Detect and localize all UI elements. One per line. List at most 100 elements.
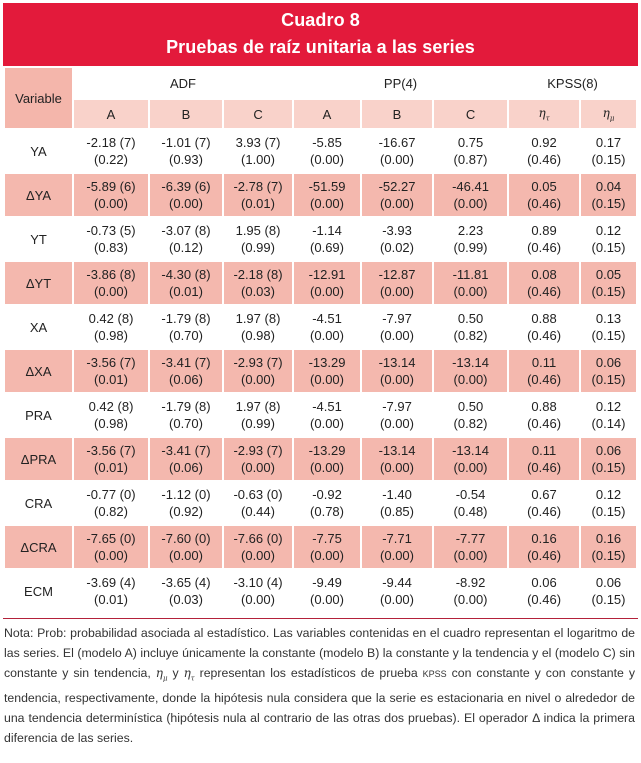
probability: (0.00) bbox=[241, 460, 275, 475]
probability: (0.99) bbox=[241, 416, 275, 431]
table-cell: 0.04 (0.15) bbox=[579, 172, 638, 218]
test-statistic: -1.79 (8) bbox=[161, 399, 211, 414]
table-cell: -4.51 (0.00) bbox=[292, 392, 363, 438]
test-statistic: 0.17 bbox=[595, 135, 622, 150]
probability: (0.00) bbox=[310, 152, 344, 167]
test-statistic: 0.16 bbox=[595, 531, 622, 546]
test-statistic: 0.75 bbox=[457, 135, 484, 150]
test-statistic: -3.07 (8) bbox=[161, 223, 211, 238]
table-row: ΔPRA -3.56 (7) (0.01) -3.41 (7) (0.06) -2.93 … bbox=[3, 436, 638, 482]
test-statistic: 0.67 bbox=[531, 487, 557, 502]
test-statistic: -3.56 (7) bbox=[86, 443, 136, 458]
probability: (0.00) bbox=[94, 196, 128, 211]
table-number: Cuadro 8 bbox=[281, 10, 360, 30]
probability: (0.00) bbox=[94, 548, 128, 563]
table-cell: 2.23 (0.99) bbox=[432, 216, 510, 262]
table-cell: 0.08 (0.46) bbox=[507, 260, 582, 306]
variable-name: ECM bbox=[3, 568, 74, 614]
test-statistic: 0.50 bbox=[457, 399, 484, 414]
note-text-1: Nota: Prob: probabilidad asociada al est… bbox=[4, 626, 635, 680]
adf-c-header: C bbox=[221, 98, 295, 130]
table-cell: 1.97 (8) (0.98) bbox=[221, 304, 295, 350]
probability: (0.03) bbox=[241, 284, 275, 299]
probability: (0.15) bbox=[591, 284, 626, 299]
test-statistic: -12.91 bbox=[308, 267, 346, 282]
test-statistic: -1.79 (8) bbox=[161, 311, 211, 326]
table-title: Pruebas de raíz unitaria a las series bbox=[166, 37, 475, 57]
table-cell: 0.67 (0.46) bbox=[507, 480, 582, 526]
probability: (0.00) bbox=[169, 548, 203, 563]
probability: (0.46) bbox=[527, 504, 562, 519]
table-cell: -0.73 (5) (0.83) bbox=[72, 216, 150, 262]
test-statistic: -13.14 bbox=[452, 355, 489, 370]
test-statistic: -7.65 (0) bbox=[86, 531, 136, 546]
table-row: YA -2.18 (7) (0.22) -1.01 (7) (0.93) 3.93 (7)… bbox=[3, 128, 638, 174]
probability: (0.00) bbox=[453, 284, 488, 299]
probability: (0.83) bbox=[94, 240, 128, 255]
test-statistic: -3.69 (4) bbox=[86, 575, 136, 590]
table-cell: -2.18 (8) (0.03) bbox=[221, 260, 295, 306]
probability: (0.00) bbox=[169, 196, 203, 211]
adf-header: ADF bbox=[71, 66, 295, 100]
probability: (0.00) bbox=[380, 152, 414, 167]
test-statistic: -13.14 bbox=[452, 443, 489, 458]
probability: (0.00) bbox=[380, 372, 414, 387]
probability: (0.44) bbox=[241, 504, 275, 519]
probability: (0.00) bbox=[380, 284, 414, 299]
probability: (0.22) bbox=[94, 152, 128, 167]
test-statistic: 0.04 bbox=[595, 179, 622, 194]
table-cell: 0.89 (0.46) bbox=[507, 216, 582, 262]
test-statistic: -13.14 bbox=[378, 443, 416, 458]
test-statistic: 0.88 bbox=[531, 311, 557, 326]
eta-tau-symbol: ητ bbox=[184, 666, 195, 683]
table-row: ECM -3.69 (4) (0.01) -3.65 (4) (0.03) -3.10 (… bbox=[3, 568, 638, 614]
probability: (0.46) bbox=[527, 372, 562, 387]
test-statistic: 0.12 bbox=[595, 399, 622, 414]
test-statistic: -7.66 (0) bbox=[233, 531, 283, 546]
tau-subscript: τ bbox=[190, 674, 195, 683]
variable-name: ΔYA bbox=[3, 172, 74, 218]
table-cell: -13.29 (0.00) bbox=[292, 348, 363, 394]
table-cell: 0.06 (0.15) bbox=[579, 568, 638, 614]
table-cell: 0.50 (0.82) bbox=[432, 304, 510, 350]
table-cell: -7.71 (0.00) bbox=[360, 524, 435, 570]
probability: (0.03) bbox=[169, 592, 203, 607]
test-statistic: 0.11 bbox=[531, 355, 557, 370]
mu-subscript: μ bbox=[162, 674, 168, 683]
unit-root-table: Variable ADF PP(4) KPSS(8) A B C A B C η… bbox=[3, 66, 638, 614]
test-statistic: -3.56 (7) bbox=[86, 355, 136, 370]
test-statistic: 0.13 bbox=[595, 311, 622, 326]
test-statistic: 0.42 (8) bbox=[88, 399, 134, 414]
test-statistic: -3.65 (4) bbox=[161, 575, 211, 590]
probability: (0.98) bbox=[241, 328, 275, 343]
test-statistic: 1.95 (8) bbox=[235, 223, 281, 238]
table-cell: -1.14 (0.69) bbox=[292, 216, 363, 262]
table-cell: 0.05 (0.46) bbox=[507, 172, 582, 218]
variable-name: ΔXA bbox=[3, 348, 74, 394]
test-statistic: 0.08 bbox=[531, 267, 557, 282]
probability: (0.06) bbox=[169, 460, 203, 475]
table-cell: -3.41 (7) (0.06) bbox=[148, 348, 224, 394]
table-cell: -4.51 (0.00) bbox=[292, 304, 363, 350]
test-statistic: -7.60 (0) bbox=[161, 531, 211, 546]
eta-tau-header: ητ bbox=[507, 98, 582, 130]
test-statistic: -0.63 (0) bbox=[233, 487, 283, 502]
table-cell: 0.88 (0.46) bbox=[507, 392, 582, 438]
test-statistic: 0.92 bbox=[531, 135, 557, 150]
table-cell: -51.59 (0.00) bbox=[292, 172, 363, 218]
table-row: YT -0.73 (5) (0.83) -3.07 (8) (0.12) 1.95 (8)… bbox=[3, 216, 638, 262]
probability: (0.06) bbox=[169, 372, 203, 387]
table-cell: 0.75 (0.87) bbox=[432, 128, 510, 174]
variable-name: CRA bbox=[3, 480, 74, 526]
table-cell: -4.30 (8) (0.01) bbox=[148, 260, 224, 306]
table-cell: -2.93 (7) (0.00) bbox=[221, 436, 295, 482]
test-statistic: -5.89 (6) bbox=[86, 179, 136, 194]
table-cell: -3.65 (4) (0.03) bbox=[148, 568, 224, 614]
probability: (0.46) bbox=[527, 152, 562, 167]
table-row: ΔYT -3.86 (8) (0.00) -4.30 (8) (0.01) -2.18 (… bbox=[3, 260, 638, 306]
test-statistic: -13.29 bbox=[308, 355, 346, 370]
table-cell: 0.11 (0.46) bbox=[507, 348, 582, 394]
probability: (0.00) bbox=[310, 592, 344, 607]
probability: (0.02) bbox=[380, 240, 414, 255]
table-cell: 3.93 (7) (1.00) bbox=[221, 128, 295, 174]
